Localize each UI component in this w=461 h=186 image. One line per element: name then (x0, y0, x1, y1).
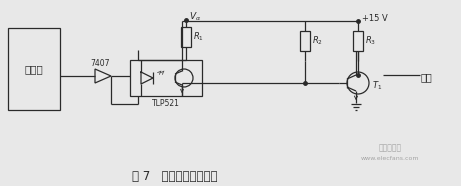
Text: 7407: 7407 (90, 59, 110, 68)
Bar (130, 60, 202, 96)
Text: +15 V: +15 V (362, 14, 388, 23)
Text: $R_1$: $R_1$ (193, 31, 204, 43)
Text: $V_{\alpha}$: $V_{\alpha}$ (189, 11, 201, 23)
Text: 电子发烧友: 电子发烧友 (378, 144, 402, 153)
Bar (8, 28, 60, 110)
Text: 图 7   光电耦合输出电路: 图 7 光电耦合输出电路 (132, 169, 218, 182)
Text: $R_3$: $R_3$ (365, 35, 376, 47)
Text: $T_1$: $T_1$ (372, 80, 382, 92)
Text: TLP521: TLP521 (152, 99, 180, 108)
Bar (300, 31, 310, 51)
Text: www.elecfans.com: www.elecfans.com (361, 155, 419, 161)
Text: 负载: 负载 (421, 72, 433, 82)
Bar (181, 27, 191, 47)
Text: 单片机: 单片机 (24, 64, 43, 74)
Bar (353, 31, 363, 51)
Text: $R_2$: $R_2$ (312, 35, 323, 47)
